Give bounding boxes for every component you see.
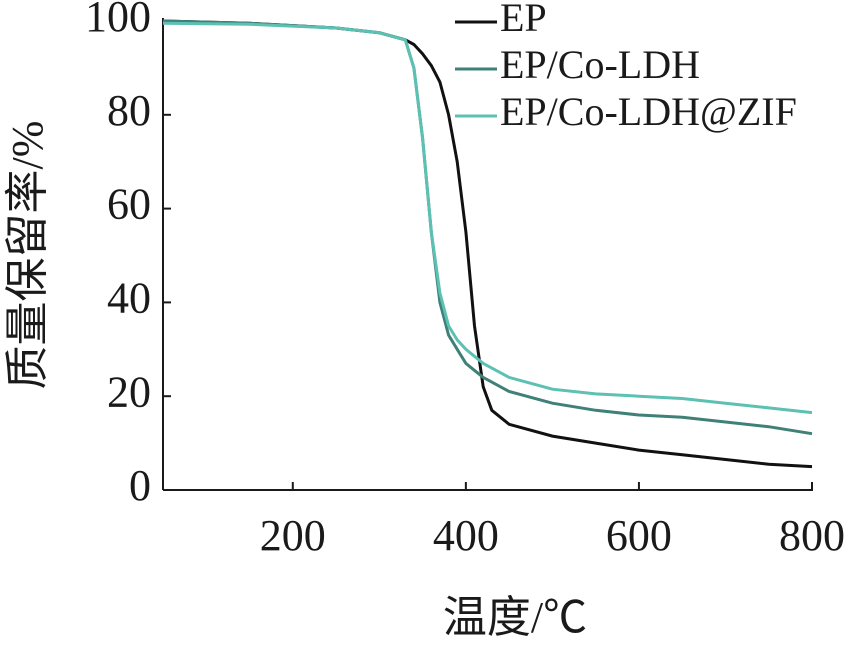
x-tick-label: 400 [433,511,499,560]
x-axis-label: 温度/℃ [443,593,587,642]
y-tick-label: 100 [85,0,151,41]
x-tick-label: 200 [260,511,326,560]
data-line [162,21,813,415]
y-tick-label: 0 [129,461,151,510]
legend-label: EP/Co-LDH@ZIF [500,89,797,134]
legend-label: EP [500,0,547,40]
x-tick-label: 600 [606,511,672,560]
y-axis-label: 质量保留率/% [3,121,52,390]
y-tick-label: 20 [107,367,151,416]
data-line [162,19,813,436]
legend-label: EP/Co-LDH [500,42,700,87]
y-tick-label: 80 [107,86,151,135]
data-line [162,19,813,469]
y-tick-label: 40 [107,273,151,322]
y-tick-label: 60 [107,180,151,229]
x-tick-label: 800 [779,511,845,560]
